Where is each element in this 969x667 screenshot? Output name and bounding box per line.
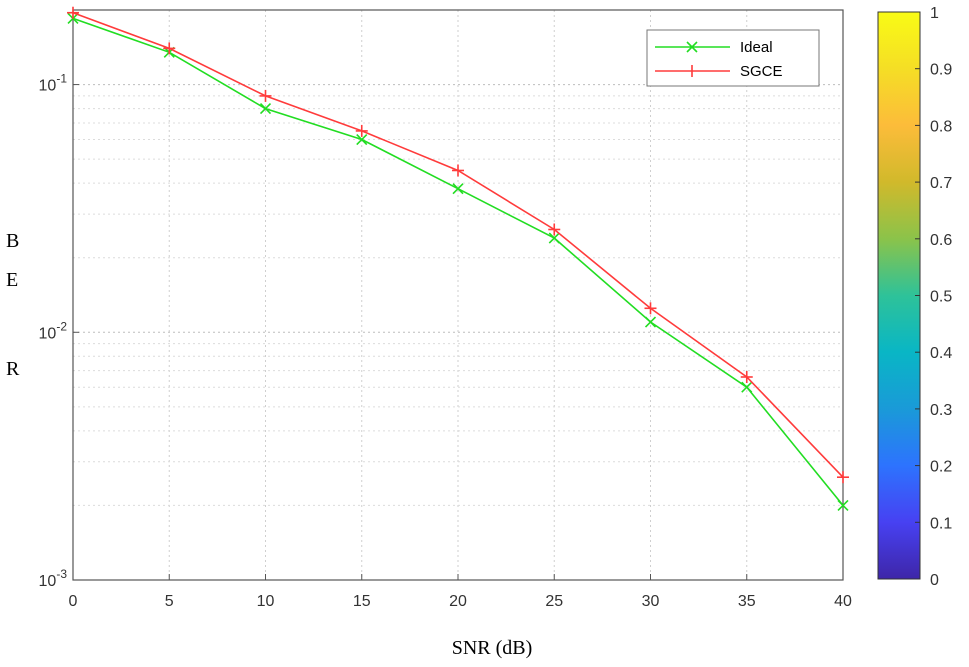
x-tick-labels: 0 5 10 15 20 25 30 35 40 bbox=[69, 574, 852, 610]
colorbar-tick-label: 0.1 bbox=[930, 515, 952, 532]
legend-label-ideal: Ideal bbox=[740, 39, 773, 56]
x-tick-label: 5 bbox=[165, 593, 174, 610]
y-axis-label-letter: R bbox=[6, 358, 20, 380]
data-point-ideal bbox=[548, 232, 560, 244]
data-point-sgce bbox=[67, 6, 79, 19]
y-axis-label-letter: E bbox=[6, 269, 18, 291]
colorbar-tick-label: 0.8 bbox=[930, 118, 952, 135]
y-tick-label: 10-2 bbox=[39, 319, 68, 342]
y-axis-label-letter: B bbox=[6, 230, 19, 252]
legend-marker bbox=[686, 41, 698, 53]
grid bbox=[72, 9, 844, 581]
data-point-ideal bbox=[644, 316, 657, 328]
colorbar-gradient bbox=[877, 11, 921, 580]
series-layer bbox=[67, 6, 849, 511]
x-axis-label: SNR (dB) bbox=[452, 637, 533, 659]
data-point-sgce bbox=[740, 370, 753, 383]
data-point-sgce bbox=[452, 164, 464, 177]
colorbar-tick-label: 0.9 bbox=[930, 62, 952, 79]
y-tick-label: 10-1 bbox=[39, 72, 68, 95]
colorbar-tick-label: 0 bbox=[930, 572, 939, 589]
x-tick-label: 35 bbox=[738, 593, 756, 610]
data-point-sgce bbox=[548, 223, 561, 236]
y-axis-label: BE R bbox=[6, 230, 20, 380]
data-point-ideal bbox=[741, 381, 753, 393]
y-tick-labels: 10-1 10-2 10-3 bbox=[39, 72, 79, 590]
x-tick-label: 30 bbox=[642, 593, 660, 610]
colorbar-tick-label: 0.7 bbox=[930, 175, 952, 192]
colorbar-tick-label: 0.4 bbox=[930, 345, 952, 362]
data-point-sgce bbox=[163, 42, 176, 55]
colorbar-tick-label: 0.6 bbox=[930, 232, 952, 249]
colorbar-tick-label: 1 bbox=[930, 5, 939, 22]
legend-box bbox=[646, 29, 820, 87]
y-tick-label: 10-3 bbox=[39, 567, 68, 590]
data-point-sgce bbox=[259, 89, 272, 102]
x-tick-label: 40 bbox=[834, 593, 852, 610]
legend: Ideal SGCE bbox=[646, 29, 820, 87]
x-tick-label: 15 bbox=[353, 593, 371, 610]
x-tick-label: 0 bbox=[69, 593, 78, 610]
data-point-ideal bbox=[259, 103, 272, 115]
colorbar-tick-label: 0.5 bbox=[930, 289, 952, 306]
colorbar-tick-label: 0.3 bbox=[930, 402, 952, 419]
x-tick-label: 20 bbox=[449, 593, 467, 610]
data-point-sgce bbox=[644, 302, 657, 315]
data-point-ideal bbox=[837, 499, 849, 511]
data-point-ideal bbox=[452, 183, 464, 195]
data-point-ideal bbox=[356, 133, 368, 146]
x-tick-label: 25 bbox=[545, 593, 563, 610]
legend-label-sgce: SGCE bbox=[740, 63, 783, 80]
data-point-sgce bbox=[355, 124, 368, 137]
data-point-sgce bbox=[837, 471, 849, 484]
colorbar: 0 0.1 0.2 0.3 0.4 0.5 0.6 0.7 0.8 0.9 1 bbox=[877, 5, 952, 589]
colorbar-tick-label: 0.2 bbox=[930, 459, 952, 476]
x-tick-label: 10 bbox=[257, 593, 275, 610]
